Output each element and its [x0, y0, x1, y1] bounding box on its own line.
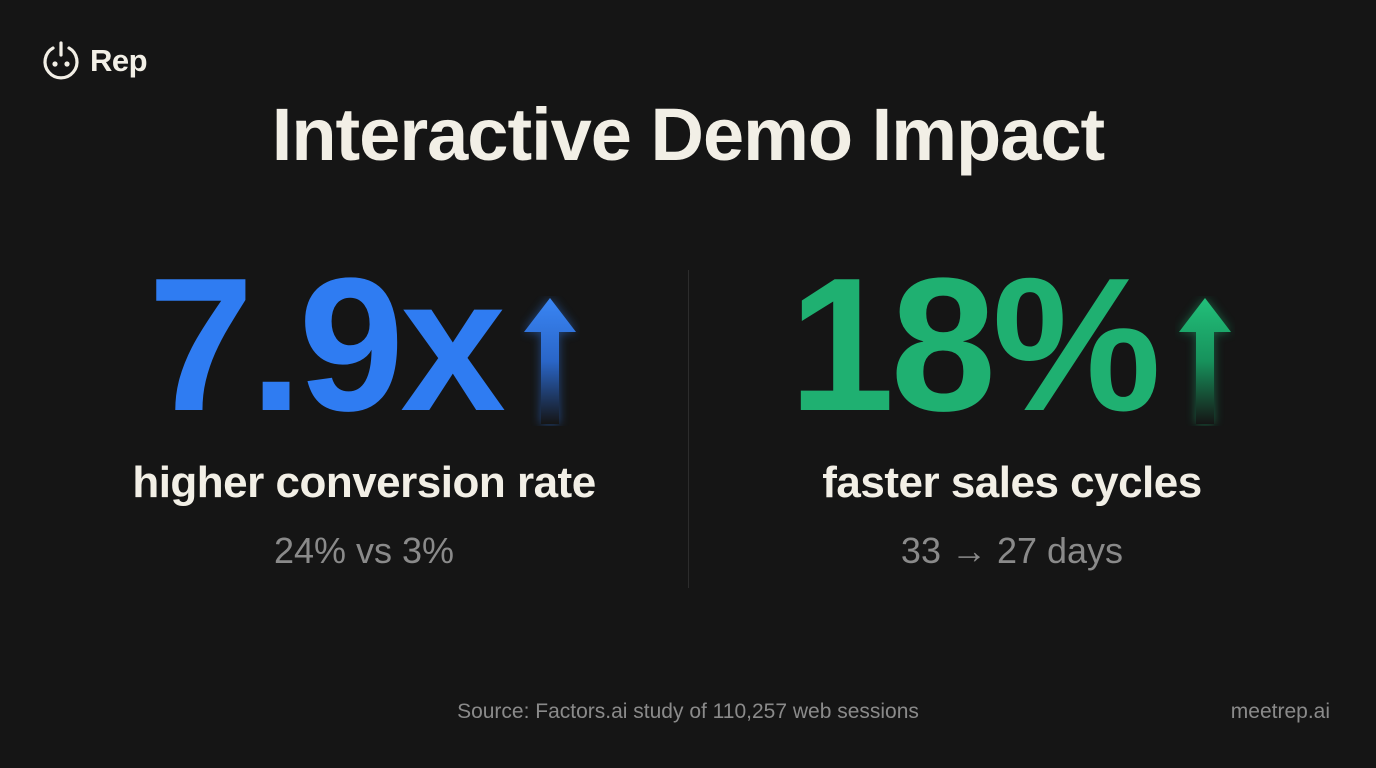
- page-title: Interactive Demo Impact: [271, 93, 1105, 176]
- site-link[interactable]: meetrep.ai: [1230, 700, 1330, 723]
- stat-value: 7.9x: [148, 239, 506, 451]
- stat-label: faster sales cycles: [822, 458, 1202, 507]
- arrow-up-icon: [523, 298, 576, 424]
- brand-name: Rep: [90, 43, 148, 78]
- power-face-icon: [43, 41, 79, 80]
- stat-detail: 33 → 27 days: [900, 530, 1124, 571]
- stat-detail: 24% vs 3%: [273, 530, 455, 571]
- stat-value: 18%: [788, 239, 1161, 451]
- divider: [688, 270, 689, 588]
- stat-conversion: 7.9x higher conversion rate 24% vs 3%: [64, 250, 664, 572]
- source-note: Source: Factors.ai study of 110,257 web …: [457, 700, 919, 723]
- stat-label: higher conversion rate: [132, 458, 596, 507]
- arrow-up-icon: [1179, 298, 1232, 424]
- stat-sales-cycle: 18% faster sales cycles 33 → 27 days: [712, 250, 1312, 572]
- brand-logo: Rep: [40, 40, 148, 82]
